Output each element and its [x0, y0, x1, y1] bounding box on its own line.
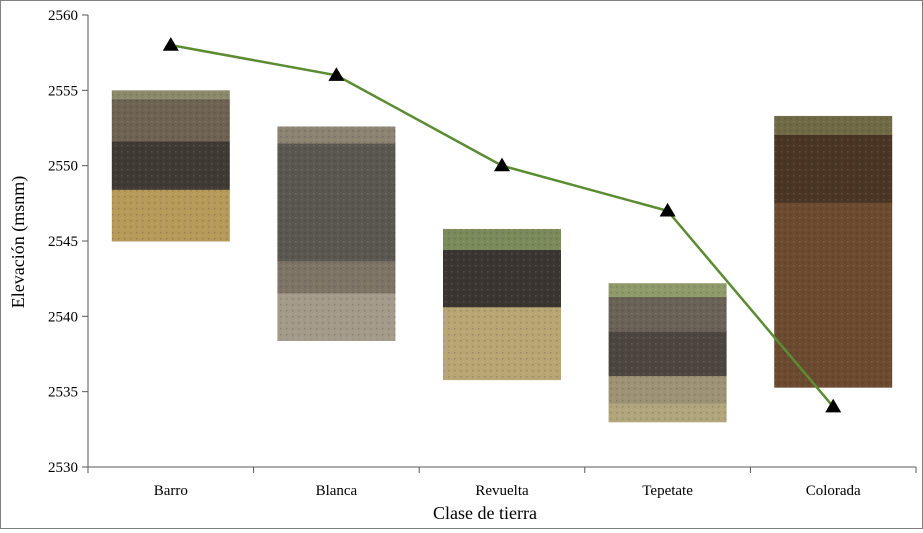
soil-texture — [111, 90, 230, 241]
soil-photo-colorada — [774, 115, 893, 388]
data-point-blanca — [328, 67, 345, 81]
y-tick-label: 2535 — [48, 385, 78, 401]
series-layer — [162, 37, 842, 413]
soil-texture — [443, 228, 561, 380]
x-tick-label: Tepetate — [642, 483, 693, 499]
y-axis-title: Elevación (msnm) — [8, 176, 29, 308]
soil-photo-tepetate — [608, 283, 727, 423]
y-tick-label: 2555 — [48, 83, 78, 99]
soil-photo-blanca — [277, 126, 396, 341]
x-tick-label: Revuelta — [475, 483, 529, 499]
soil-texture — [608, 283, 727, 422]
x-axis-title: Clase de tierra — [433, 503, 537, 523]
data-point-colorada — [825, 398, 842, 413]
axes-layer: 2530 2535 2540 2545 2550 2555 2560 Barro Blanca R… — [48, 8, 917, 499]
data-point-tepetate — [659, 202, 676, 217]
x-tick-label: Barro — [154, 483, 188, 499]
data-point-barro — [162, 37, 179, 51]
y-tick-label: 2530 — [48, 460, 78, 476]
y-tick-label: 2545 — [48, 234, 78, 250]
y-tick-label: 2540 — [48, 309, 78, 325]
x-tick-label: Blanca — [316, 483, 358, 499]
y-tick-label: 2550 — [48, 159, 78, 175]
soil-texture — [277, 126, 396, 341]
data-point-revuelta — [494, 157, 510, 172]
soil-photos-layer — [111, 90, 893, 423]
soil-photo-revuelta — [443, 228, 561, 381]
y-tick-label: 2560 — [48, 8, 78, 24]
soil-photo-barro — [111, 90, 230, 242]
soil-texture — [774, 115, 893, 388]
x-tick-label: Colorada — [806, 483, 861, 499]
